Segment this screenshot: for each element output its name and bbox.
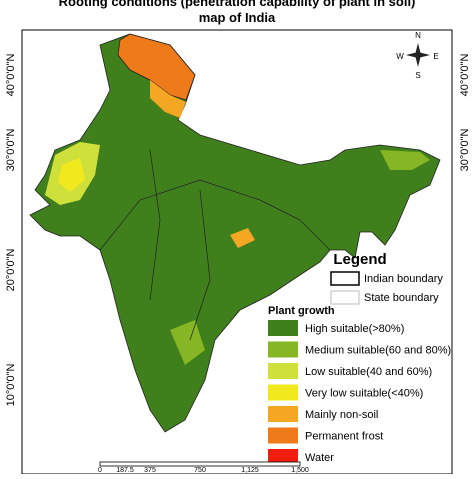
legend-swatch bbox=[268, 341, 298, 358]
legend-label: Very low suitable(<40%) bbox=[305, 388, 423, 400]
india-land bbox=[29, 33, 441, 433]
scale-bar: 0 187.5 375 750 1,125 1,500 bbox=[98, 461, 309, 474]
latitude-label: 40°0'0"N bbox=[5, 54, 17, 97]
indian-boundary-swatch bbox=[330, 271, 360, 286]
latitude-label: 30°0'0"N bbox=[5, 129, 17, 172]
legend-swatch bbox=[268, 320, 298, 336]
legend-swatch bbox=[268, 363, 298, 379]
legend-swatch bbox=[268, 427, 298, 444]
latitude-label: 40°0'0"N bbox=[459, 54, 471, 97]
compass-letter: E bbox=[433, 52, 438, 61]
scale-bar-rect bbox=[99, 461, 301, 467]
non-soil-patch bbox=[230, 228, 255, 248]
latitude-label: 20°0'0"N bbox=[5, 249, 17, 292]
scale-label: 187.5 bbox=[116, 467, 134, 474]
legend-subtitle: Plant growth bbox=[268, 305, 335, 317]
medium-region bbox=[380, 150, 430, 170]
legend-label: Medium suitable(60 and 80%) bbox=[305, 345, 451, 357]
legend-swatch bbox=[268, 449, 298, 465]
legend-title: Legend bbox=[333, 251, 386, 268]
medium-patch bbox=[170, 320, 205, 365]
scale-label: 750 bbox=[194, 467, 206, 474]
title: Rooting conditions (penetration capabili… bbox=[59, 0, 416, 9]
compass bbox=[406, 43, 430, 67]
legend-label: Permanent frost bbox=[305, 431, 383, 443]
legend-swatch bbox=[268, 406, 298, 422]
scale-label: 1,500 bbox=[291, 467, 309, 474]
legend-label: State boundary bbox=[364, 292, 439, 304]
legend: Legend Indian boundary State boundary Pl… bbox=[268, 251, 451, 465]
latitude-label: 10°0'0"N bbox=[5, 364, 17, 407]
legend-label: Indian boundary bbox=[364, 273, 443, 285]
scale-label: 375 bbox=[144, 467, 156, 474]
legend-label: Water bbox=[305, 452, 334, 464]
compass-letter: N bbox=[415, 31, 421, 40]
very-low-region bbox=[58, 158, 85, 192]
legend-label: Low suitable(40 and 60%) bbox=[305, 366, 432, 378]
state-boundaries bbox=[99, 149, 331, 341]
latitude-label: 30°0'0"N bbox=[459, 129, 471, 172]
legend-label: Mainly non-soil bbox=[305, 409, 378, 421]
scale-label: 1,125 bbox=[241, 467, 259, 474]
state-boundary-swatch bbox=[330, 290, 360, 305]
scale-label: 0 bbox=[98, 467, 102, 474]
india-map bbox=[29, 33, 441, 433]
legend-label: High suitable(>80%) bbox=[305, 323, 404, 335]
title: map of India bbox=[199, 10, 276, 25]
legend-swatch bbox=[268, 384, 298, 401]
compass-rose bbox=[406, 43, 430, 67]
compass-letter: W bbox=[396, 52, 404, 61]
frost-region bbox=[117, 33, 196, 101]
non-soil-region bbox=[150, 80, 186, 118]
compass-letter: S bbox=[415, 71, 420, 80]
